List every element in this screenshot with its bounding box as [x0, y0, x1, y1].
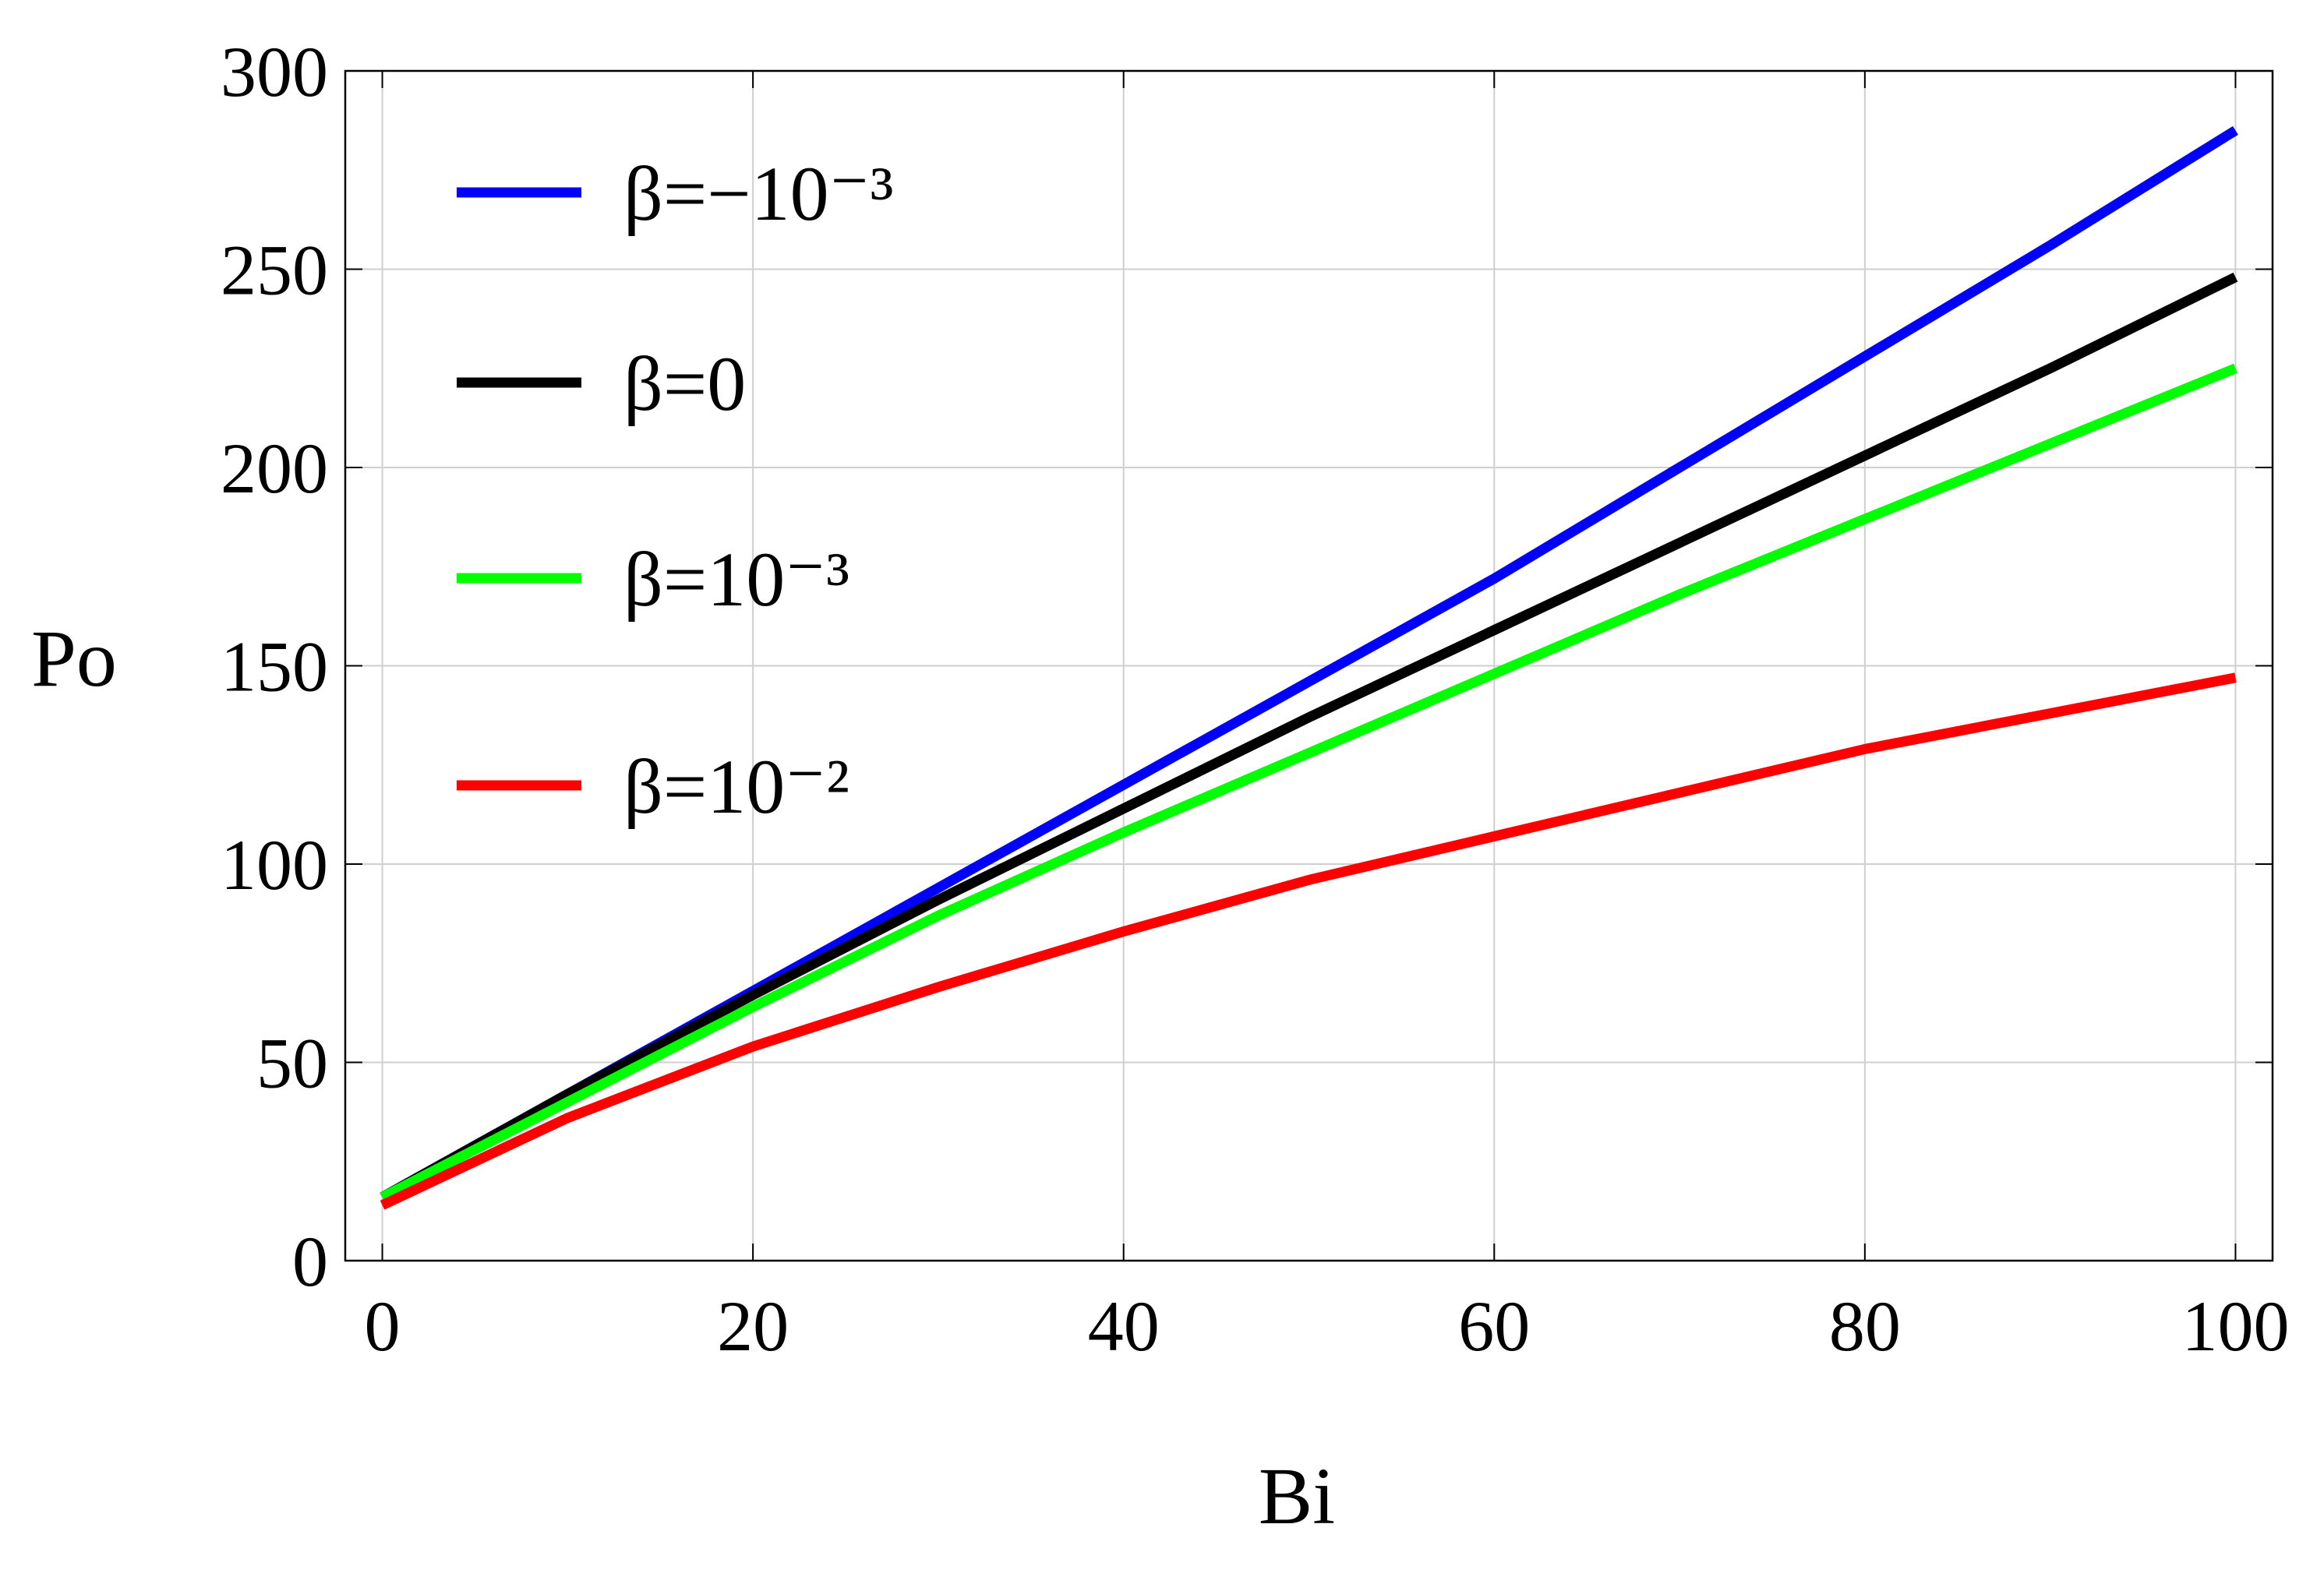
- x-tick-label: 100: [2181, 1286, 2289, 1366]
- y-tick-label: 300: [221, 32, 328, 111]
- y-tick-label: 200: [221, 429, 328, 508]
- line-series: [380, 272, 2238, 1202]
- line-series: [380, 672, 2237, 1210]
- legend-label: β=−10⁻³: [623, 150, 893, 237]
- legend-label: β=10⁻²: [623, 743, 849, 830]
- x-tick-label: 80: [1829, 1286, 1901, 1366]
- y-tick-label: 150: [221, 627, 328, 707]
- legend-label: β=10⁻³: [623, 536, 849, 623]
- x-tick-label: 40: [1088, 1286, 1160, 1366]
- plot-frame: [344, 69, 2274, 1262]
- y-axis-label: Po: [31, 614, 117, 704]
- x-tick-label: 20: [717, 1286, 789, 1366]
- line-series: [380, 125, 2238, 1202]
- x-tick-label: 0: [365, 1286, 401, 1366]
- y-tick-label: 50: [256, 1024, 328, 1103]
- legend-label: β=0: [623, 340, 746, 427]
- y-tick-label: 250: [221, 231, 328, 310]
- x-axis-label: Bi: [1259, 1452, 1335, 1541]
- y-tick-label: 0: [292, 1222, 328, 1301]
- x-tick-label: 60: [1458, 1286, 1530, 1366]
- y-tick-label: 100: [221, 825, 328, 905]
- line-series: [380, 363, 2237, 1202]
